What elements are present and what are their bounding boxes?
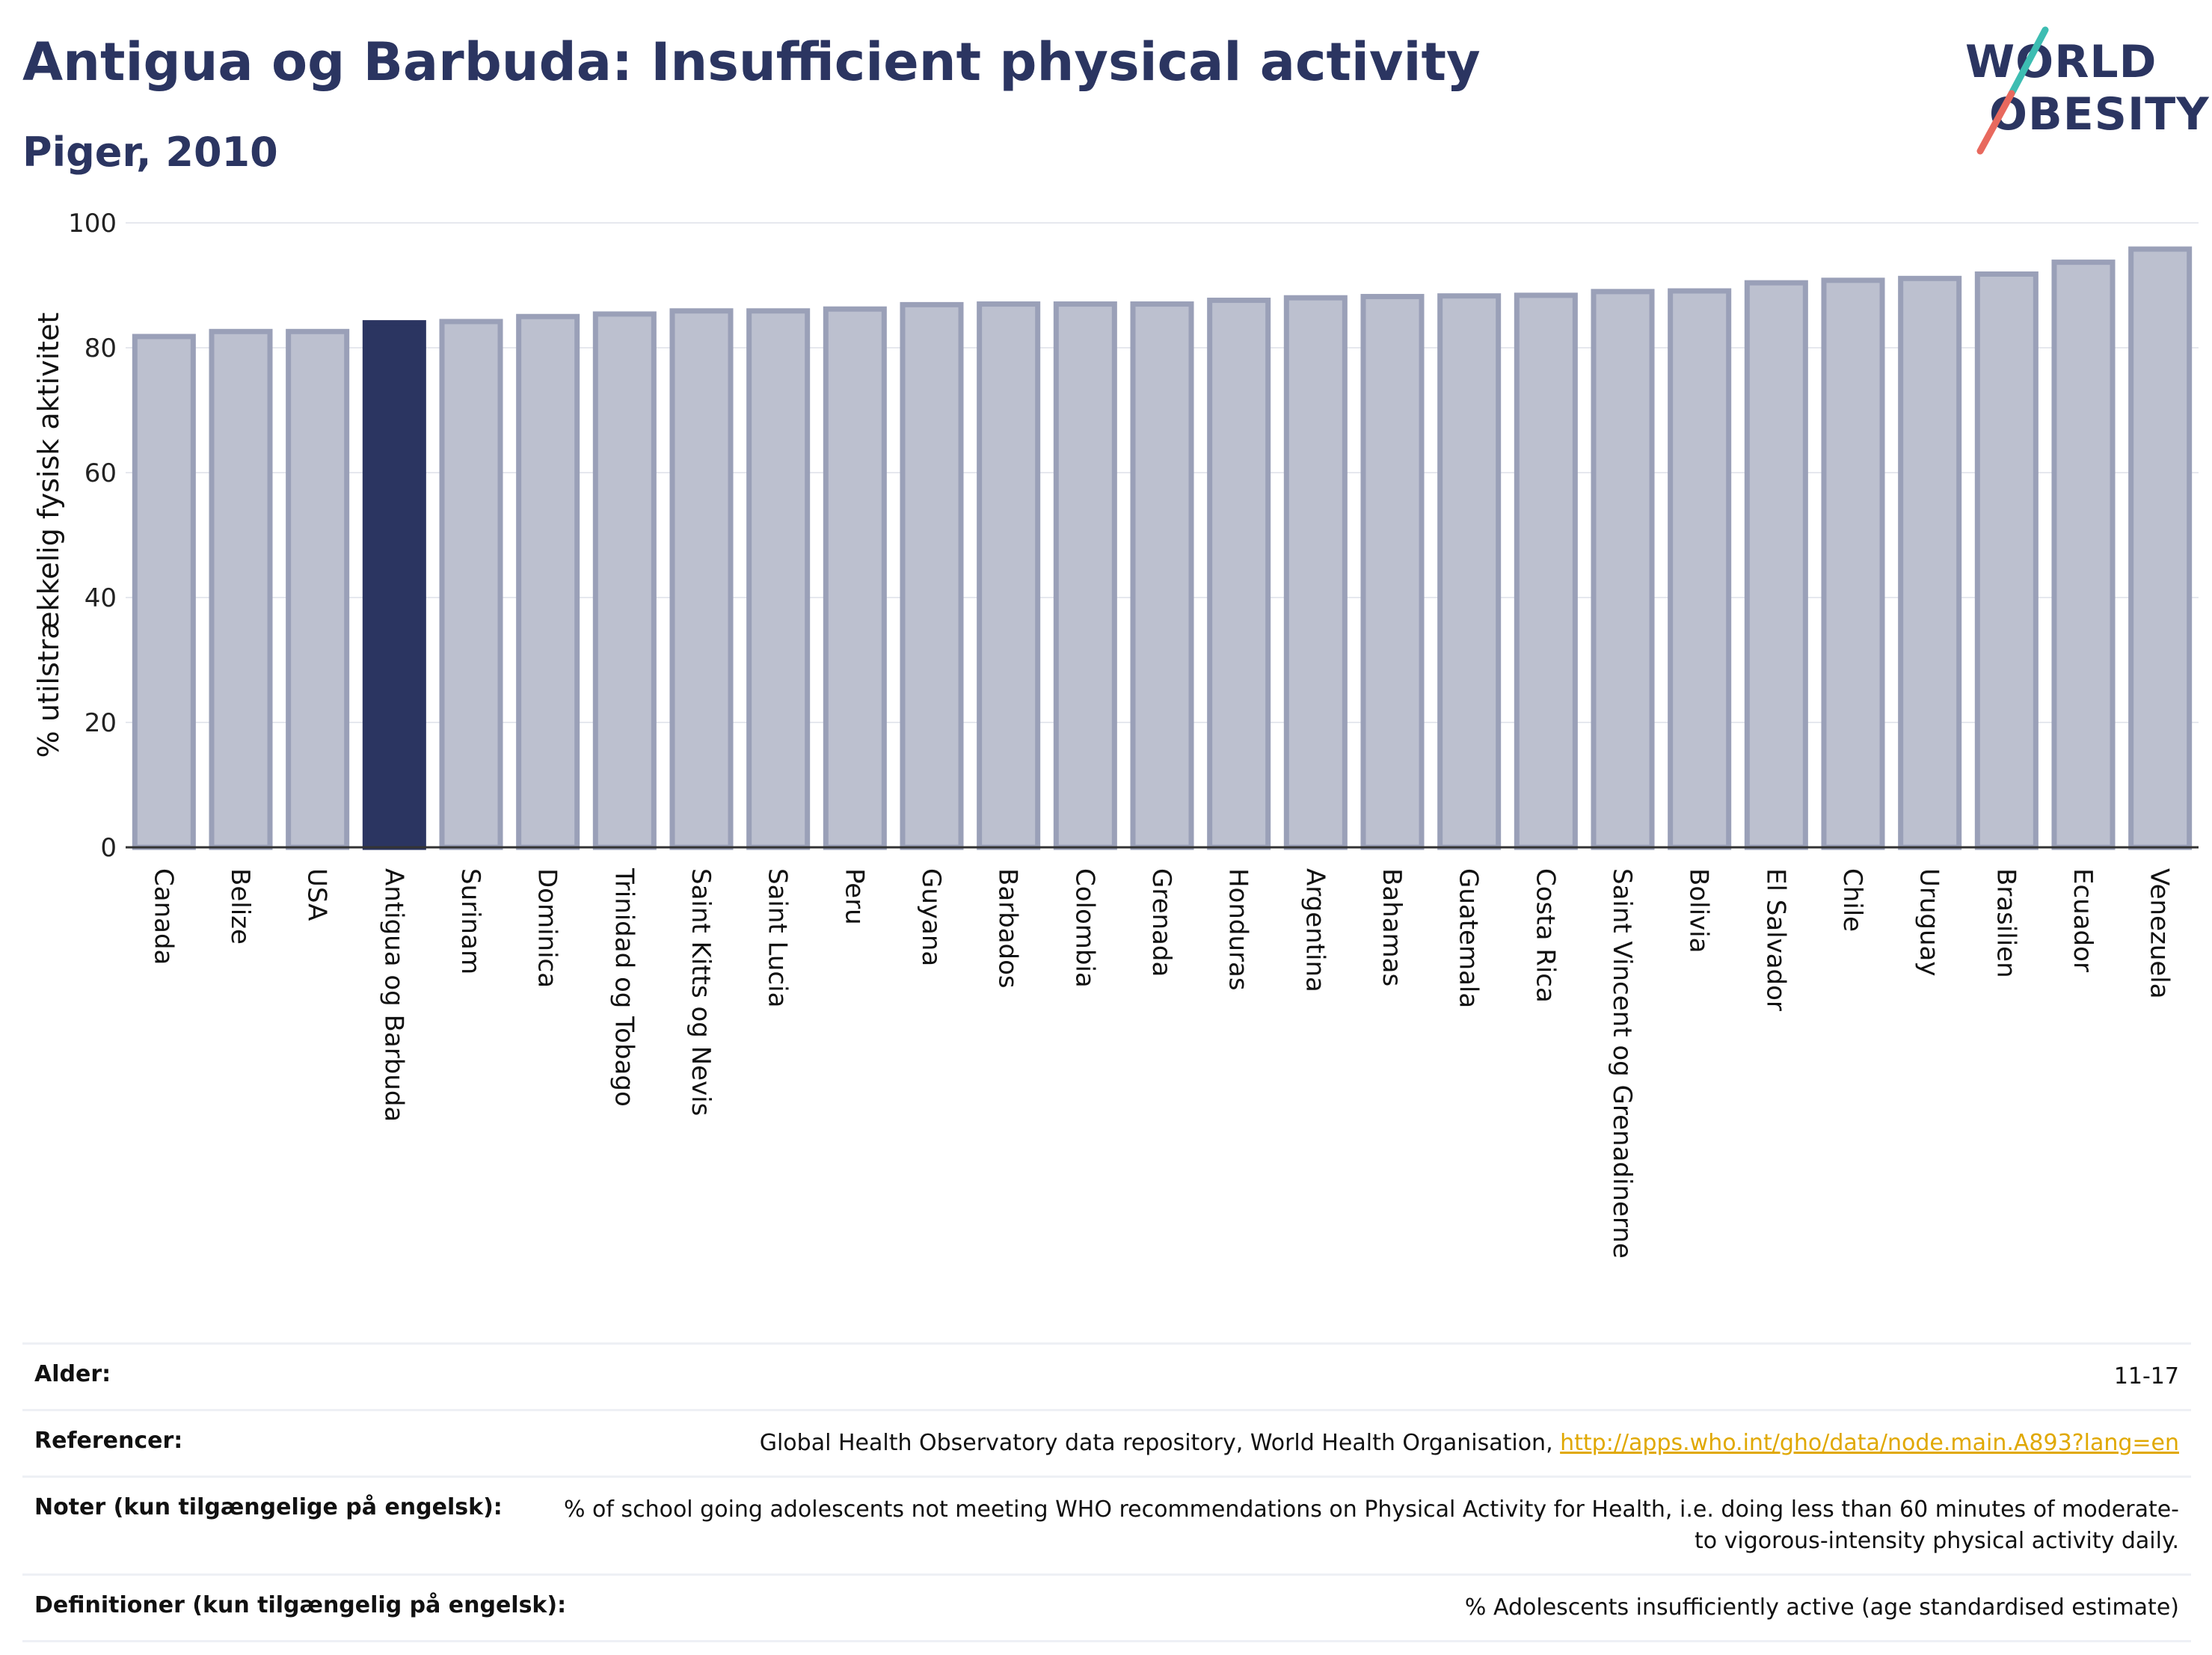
info-row-definitions: Definitioner (kun tilgængelig på engelsk…: [22, 1573, 2191, 1642]
bar-chart: 0 20 40 60 80 100 Canada Belize USA Antigua og B…: [32, 209, 2199, 1259]
references-link[interactable]: http://apps.who.int/gho/data/node.main.A…: [1560, 1430, 2179, 1456]
info-table: Alder: 11-17 Referencer: Global Health O…: [22, 1342, 2191, 1642]
x-tick-label: El Salvador: [1760, 868, 1790, 1011]
bar-canada: [132, 334, 196, 850]
age-label: Alder:: [34, 1361, 111, 1387]
y-tick-label: 0: [100, 833, 117, 863]
x-tick-label: Argentina: [1300, 868, 1330, 992]
page-title: Antigua og Barbuda: Insufficient physica…: [22, 31, 1481, 93]
x-tick-label: Ecuador: [2068, 868, 2098, 972]
references-label: Referencer:: [34, 1428, 183, 1454]
x-tick-label: Canada: [148, 868, 178, 965]
bar-brasilien: [1974, 271, 2039, 850]
info-row-age: Alder: 11-17: [22, 1342, 2191, 1409]
x-tick-label: Dominica: [532, 868, 562, 988]
y-axis-ticks: 0 20 40 60 80 100: [68, 209, 117, 863]
x-tick-label: Guatemala: [1454, 868, 1484, 1008]
bar-colombia: [1053, 301, 1117, 850]
bar-peru: [823, 306, 887, 850]
references-value: Global Health Observatory data repositor…: [182, 1428, 2179, 1459]
x-tick-label: Bolivia: [1684, 868, 1714, 953]
bar-bolivia: [1668, 288, 1732, 850]
x-tick-label: Antigua og Barbuda: [378, 868, 408, 1122]
x-tick-label: Guyana: [916, 868, 946, 966]
bar-honduras: [1207, 298, 1271, 850]
y-tick-label: 80: [85, 334, 117, 363]
x-tick-label: Grenada: [1146, 868, 1176, 977]
page-subtitle: Piger, 2010: [22, 129, 278, 176]
x-axis-labels: Canada Belize USA Antigua og Barbuda Surinam…: [148, 868, 2174, 1259]
bar-ecuador: [2051, 260, 2116, 850]
x-tick-label: Belize: [225, 868, 255, 945]
notes-label: Noter (kun tilgængelige på engelsk):: [34, 1494, 503, 1520]
x-tick-label: Honduras: [1223, 868, 1253, 991]
x-tick-label: Saint Kitts og Nevis: [686, 868, 716, 1116]
bar-dominica: [516, 313, 580, 850]
bar-venezuela: [2128, 246, 2193, 850]
info-row-references: Referencer: Global Health Observatory da…: [22, 1409, 2191, 1476]
bar-trinidad-og-tobago: [592, 311, 657, 850]
bar-argentina: [1283, 295, 1348, 850]
notes-value: % of school going adolescents not meetin…: [563, 1496, 2179, 1554]
y-tick-label: 20: [85, 708, 117, 738]
age-value: 11-17: [2113, 1363, 2179, 1390]
definitions-label: Definitioner (kun tilgængelig på engelsk…: [34, 1592, 567, 1618]
x-tick-label: Trinidad og Tobago: [609, 868, 639, 1107]
bar-surinam: [439, 319, 503, 850]
bar-barbados: [977, 301, 1041, 850]
logo-line-2: OBESITY: [1989, 88, 2210, 141]
x-tick-label: Venezuela: [2145, 868, 2175, 999]
y-tick-label: 60: [85, 458, 117, 488]
bar-grenada: [1130, 301, 1194, 850]
bar-saint-kitts-og-nevis: [669, 308, 734, 850]
x-tick-label: Saint Lucia: [763, 868, 793, 1007]
bar-guyana: [900, 301, 964, 850]
x-tick-label: Brasilien: [1991, 868, 2021, 978]
bar-guatemala: [1437, 293, 1502, 850]
bar-chile: [1821, 277, 1885, 850]
definitions-value: % Adolescents insufficiently active (age…: [1464, 1594, 2179, 1621]
references-text: Global Health Observatory data repositor…: [759, 1430, 1561, 1456]
y-tick-label: 40: [85, 583, 117, 613]
x-tick-label: Costa Rica: [1530, 868, 1560, 1003]
logo-slash-icon: [1976, 26, 2049, 155]
bar-saint-lucia: [746, 308, 811, 850]
y-tick-label: 100: [68, 209, 117, 239]
x-tick-label: Chile: [1837, 868, 1867, 932]
x-tick-label: USA: [302, 868, 332, 921]
bar-usa: [286, 328, 350, 850]
x-tick-label: Surinam: [455, 868, 485, 974]
bar-belize: [209, 328, 273, 850]
x-tick-label: Peru: [839, 868, 869, 925]
bar-costa-rica: [1514, 292, 1578, 850]
info-row-notes: Noter (kun tilgængelige på engelsk): % o…: [22, 1476, 2191, 1573]
y-axis-title: % utilstrækkelig fysisk aktivitet: [32, 313, 65, 758]
x-tick-label: Saint Vincent og Grenadinerne: [1607, 868, 1637, 1259]
x-tick-label: Colombia: [1069, 868, 1099, 988]
x-tick-label: Barbados: [993, 868, 1023, 989]
bar-el-salvador: [1744, 280, 1808, 850]
bar-antigua-og-barbuda: [362, 320, 426, 850]
x-tick-label: Uruguay: [1914, 868, 1944, 977]
x-tick-label: Bahamas: [1377, 868, 1407, 986]
bar-uruguay: [1898, 275, 1962, 850]
world-obesity-logo: WORLD OBESITY: [1952, 22, 2209, 165]
bar-saint-vincent-og-grenadinerne: [1591, 289, 1655, 850]
bar-bahamas: [1360, 294, 1425, 850]
bars: [132, 246, 2193, 850]
logo-line-1: WORLD: [1965, 36, 2157, 88]
